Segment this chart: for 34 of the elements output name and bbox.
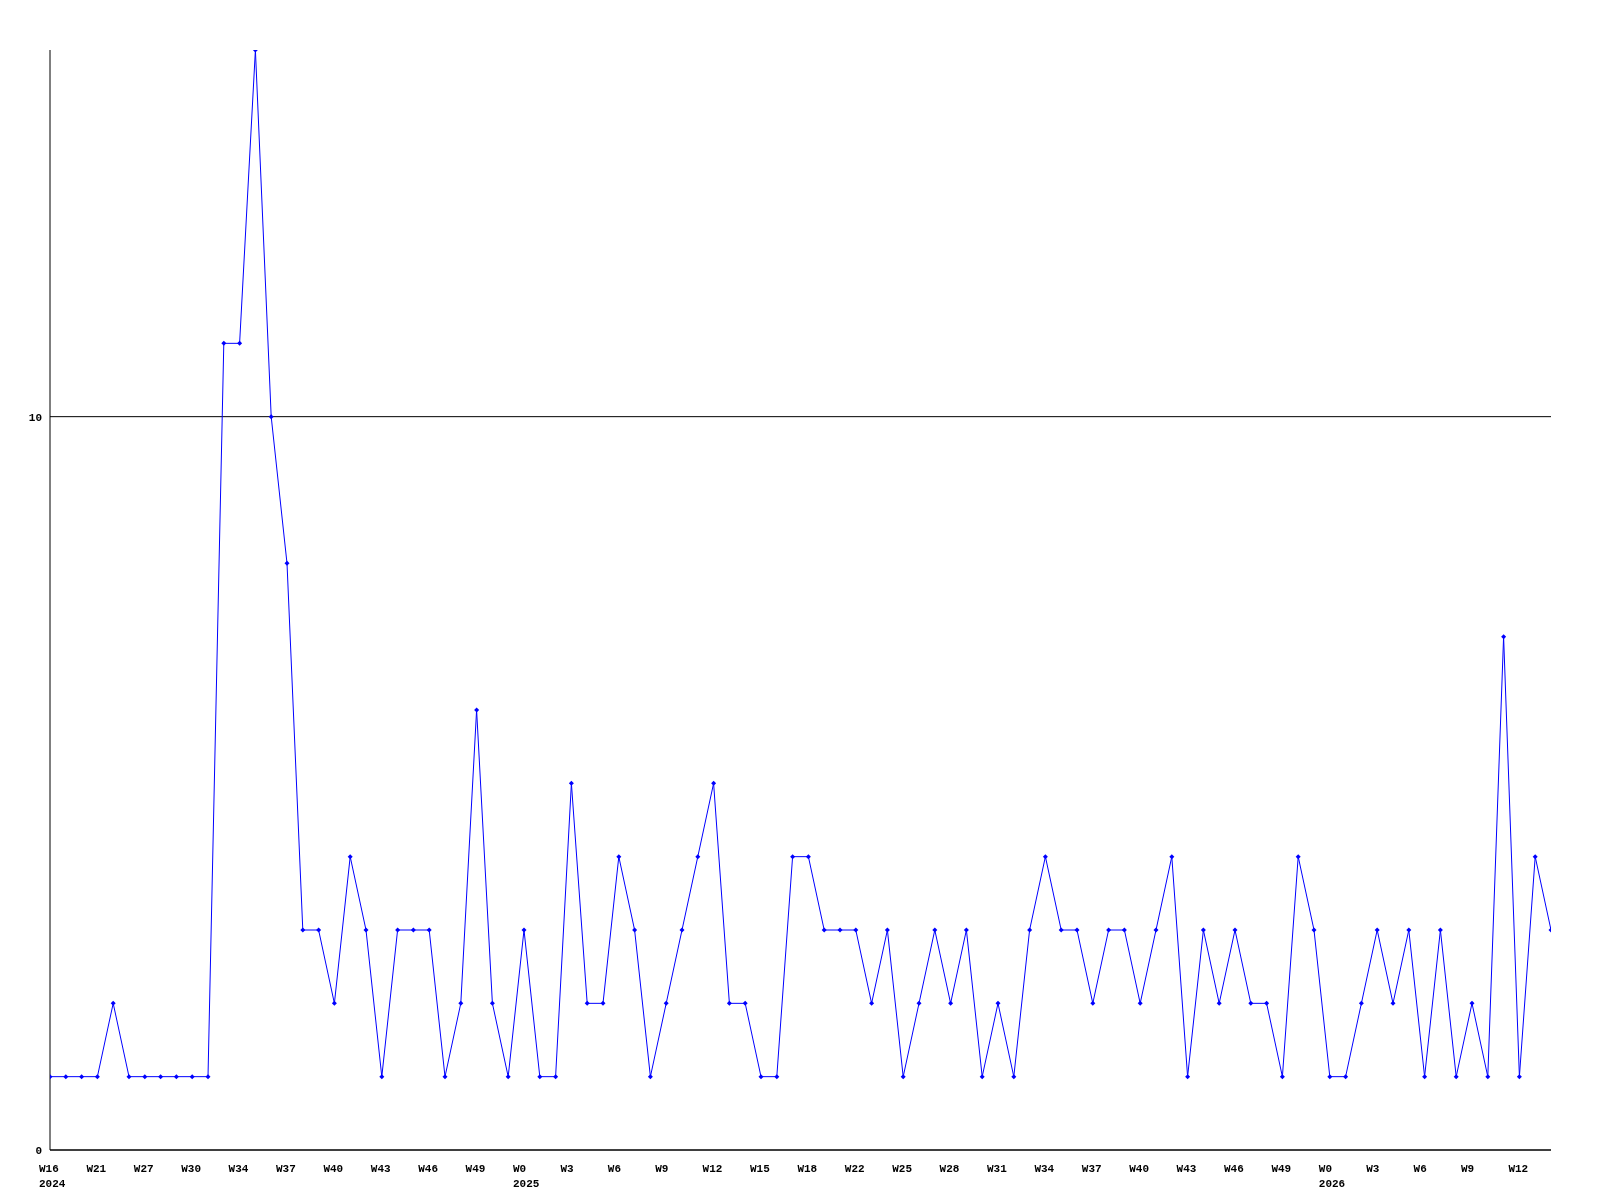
x-tick-label: W43 <box>1176 1163 1197 1175</box>
x-tick-label: W3 <box>560 1163 574 1175</box>
x-tick-label: W18 <box>797 1163 818 1175</box>
x-tick-label: W37 <box>276 1163 296 1175</box>
x-tick-label: W21 <box>86 1163 107 1175</box>
x-tick-label: W43 <box>370 1163 391 1175</box>
x-tick-label: W49 <box>465 1163 486 1175</box>
y-tick-label: 0 <box>35 1144 42 1157</box>
x-tick-label: W34 <box>228 1163 249 1175</box>
x-tick-label: W25 <box>892 1163 913 1175</box>
x-tick-label: W12 <box>702 1163 723 1175</box>
x-tick-label: W9 <box>655 1163 669 1175</box>
x-tick-label: W9 <box>1461 1163 1475 1175</box>
x-tick-label: W0 2026 <box>1318 1163 1346 1190</box>
x-tick-label: W16 2024 <box>39 1163 66 1190</box>
y-tick-label: 10 <box>28 411 42 424</box>
x-tick-label: W6 <box>1413 1163 1427 1175</box>
x-tick-label: W30 <box>181 1163 202 1175</box>
x-tick-label: W34 <box>1034 1163 1055 1175</box>
x-tick-label: W49 <box>1271 1163 1292 1175</box>
x-tick-label: W6 <box>607 1163 621 1175</box>
x-tick-label: W46 <box>1224 1163 1244 1175</box>
x-tick-label: W3 <box>1366 1163 1380 1175</box>
x-tick-label: W37 <box>1081 1163 1102 1175</box>
x-tick-label: W40 <box>323 1163 344 1175</box>
x-tick-label: W22 <box>844 1163 865 1175</box>
x-tick-label: W40 <box>1129 1163 1150 1175</box>
x-tick-label: W28 <box>939 1163 960 1175</box>
x-tick-label: W46 <box>418 1163 439 1175</box>
x-tick-label: W27 <box>133 1163 154 1175</box>
x-tick-label: W12 <box>1508 1163 1529 1175</box>
x-tick-label: W31 <box>987 1163 1008 1175</box>
x-tick-label: W15 <box>750 1163 771 1175</box>
x-tick-label: W0 2025 <box>513 1163 540 1190</box>
